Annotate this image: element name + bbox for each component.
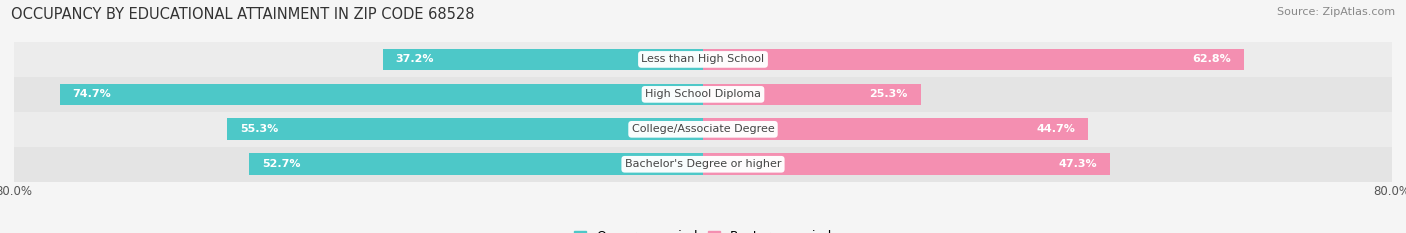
Text: Source: ZipAtlas.com: Source: ZipAtlas.com	[1277, 7, 1395, 17]
Bar	[703, 153, 1111, 175]
Text: 37.2%: 37.2%	[395, 55, 434, 64]
Legend: Owner-occupied, Renter-occupied: Owner-occupied, Renter-occupied	[568, 225, 838, 233]
Text: OCCUPANCY BY EDUCATIONAL ATTAINMENT IN ZIP CODE 68528: OCCUPANCY BY EDUCATIONAL ATTAINMENT IN Z…	[11, 7, 475, 22]
Bar	[14, 42, 1392, 77]
Bar	[703, 83, 921, 105]
Bar	[703, 49, 1244, 70]
Text: 55.3%: 55.3%	[239, 124, 278, 134]
Text: 62.8%: 62.8%	[1192, 55, 1230, 64]
Bar	[382, 49, 703, 70]
Bar	[14, 77, 1392, 112]
Bar	[59, 83, 703, 105]
Text: 44.7%: 44.7%	[1036, 124, 1076, 134]
Text: Bachelor's Degree or higher: Bachelor's Degree or higher	[624, 159, 782, 169]
Bar	[14, 147, 1392, 182]
Text: 74.7%: 74.7%	[73, 89, 111, 99]
Text: College/Associate Degree: College/Associate Degree	[631, 124, 775, 134]
Bar	[14, 112, 1392, 147]
Text: 25.3%: 25.3%	[869, 89, 908, 99]
Text: 47.3%: 47.3%	[1059, 159, 1098, 169]
Bar	[703, 118, 1088, 140]
Text: High School Diploma: High School Diploma	[645, 89, 761, 99]
Bar	[249, 153, 703, 175]
Bar	[226, 118, 703, 140]
Text: 52.7%: 52.7%	[262, 159, 301, 169]
Text: Less than High School: Less than High School	[641, 55, 765, 64]
